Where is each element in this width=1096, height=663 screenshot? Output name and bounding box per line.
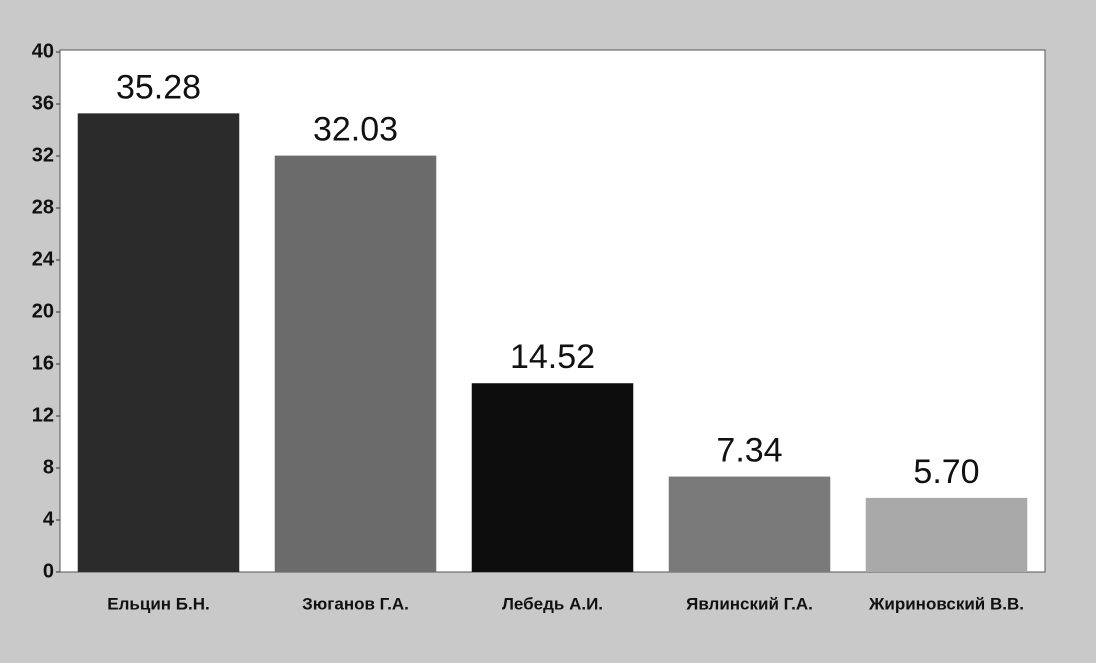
bar <box>865 497 1028 572</box>
y-tick-label: 24 <box>32 248 55 270</box>
x-tick-label: Явлинский Г.А. <box>686 594 813 613</box>
value-label: 5.70 <box>913 453 979 491</box>
y-tick-label: 16 <box>32 352 54 374</box>
value-label: 35.28 <box>116 68 201 106</box>
y-tick-label: 32 <box>32 144 54 166</box>
y-tick-label: 20 <box>32 300 54 322</box>
value-label: 7.34 <box>716 432 782 470</box>
bar <box>471 383 634 572</box>
y-tick-label: 28 <box>32 196 54 218</box>
y-tick-label: 12 <box>32 404 54 426</box>
y-tick-label: 0 <box>43 560 54 582</box>
x-tick-label: Лебедь А.И. <box>502 594 603 613</box>
bar <box>668 476 831 572</box>
bar <box>274 155 437 573</box>
y-tick-label: 40 <box>32 40 54 62</box>
x-tick-label: Ельцин Б.Н. <box>107 594 209 613</box>
y-tick-label: 36 <box>32 92 54 114</box>
x-tick-label: Зюганов Г.А. <box>302 594 409 613</box>
bar <box>77 113 240 573</box>
y-tick-label: 4 <box>43 508 55 530</box>
value-label: 32.03 <box>313 111 398 149</box>
x-tick-label: Жириновский В.В. <box>868 594 1024 613</box>
value-label: 14.52 <box>510 338 595 376</box>
y-tick-label: 8 <box>43 456 54 478</box>
